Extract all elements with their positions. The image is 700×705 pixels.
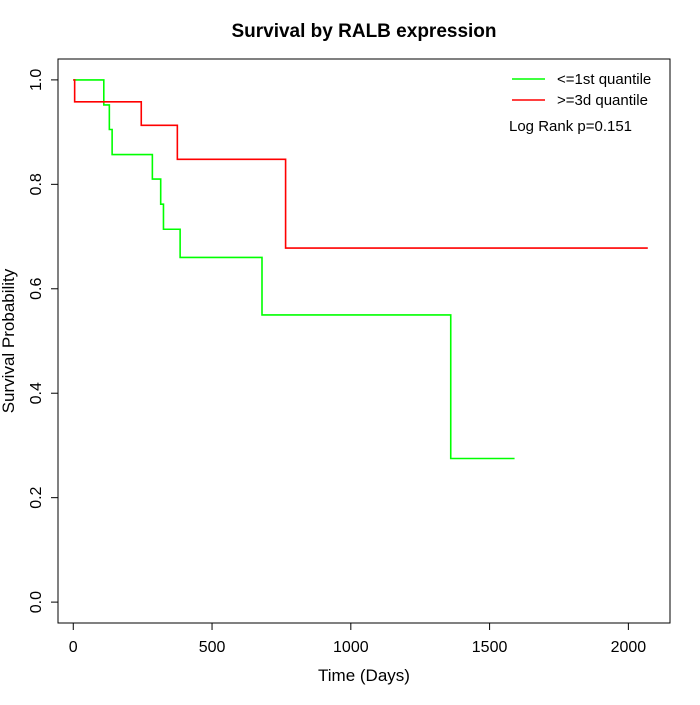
legend-label-1: <=1st quantile (557, 71, 651, 88)
legend-label-2: >=3d quantile (557, 92, 648, 109)
log-rank-annotation: Log Rank p=0.151 (509, 118, 632, 135)
chart-title: Survival by RALB expression (231, 21, 496, 42)
x-axis-label: Time (Days) (318, 666, 410, 685)
series-line-1 (73, 79, 515, 460)
x-tick-label: 2000 (611, 639, 647, 656)
series-layer (73, 79, 648, 460)
series-line-2 (73, 79, 648, 249)
legend: <=1st quantile >=3d quantile (512, 71, 651, 109)
x-axis: 0 500 1000 1500 2000 (69, 622, 647, 656)
y-axis-label: Survival Probability (0, 268, 18, 413)
y-axis: 0.0 0.2 0.4 0.6 0.8 1.0 (28, 69, 59, 613)
x-tick-label: 1000 (333, 639, 369, 656)
x-tick-label: 500 (199, 639, 226, 656)
y-tick-label: 0.4 (28, 382, 45, 404)
y-tick-label: 0.8 (28, 173, 45, 195)
y-tick-label: 0.0 (28, 591, 45, 613)
x-tick-label: 0 (69, 639, 78, 656)
x-tick-label: 1500 (472, 639, 508, 656)
y-tick-label: 0.6 (28, 278, 45, 300)
y-tick-label: 0.2 (28, 486, 45, 508)
y-tick-label: 1.0 (28, 69, 45, 91)
